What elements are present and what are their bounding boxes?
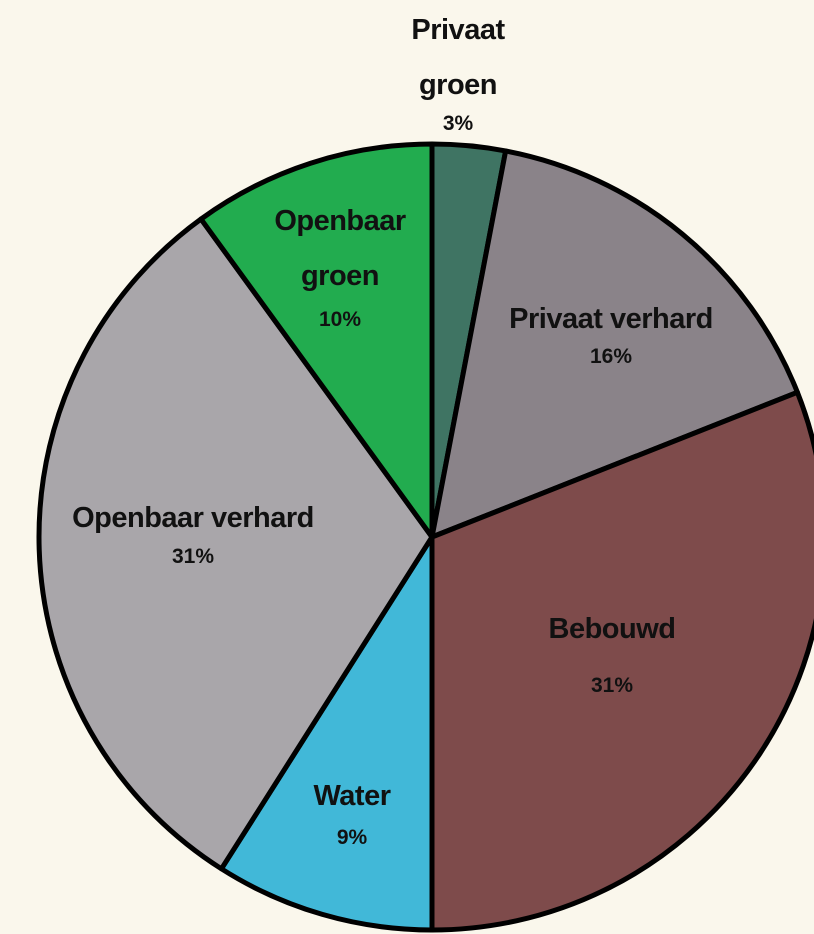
value-label: 16% <box>589 345 633 368</box>
slice-label: Privaat verhard <box>509 303 713 335</box>
value-label: 31% <box>590 674 634 697</box>
pie-slice <box>198 141 435 540</box>
slice-label: Openbaar verhard <box>72 502 314 534</box>
pie-slice <box>36 216 435 872</box>
value-label: 9% <box>336 826 368 849</box>
pie-slice <box>429 148 800 540</box>
slice-label: Water <box>313 780 392 812</box>
slice-label: Privaat groen <box>411 14 505 101</box>
pie-slice <box>218 534 435 933</box>
value-label: 10% <box>318 308 362 331</box>
value-label: 3% <box>442 112 474 135</box>
value-label: 31% <box>171 545 215 568</box>
slice-label: Bebouwd <box>548 613 677 645</box>
pie-slice <box>429 389 814 933</box>
slice-label: Openbaar groen <box>274 205 406 292</box>
